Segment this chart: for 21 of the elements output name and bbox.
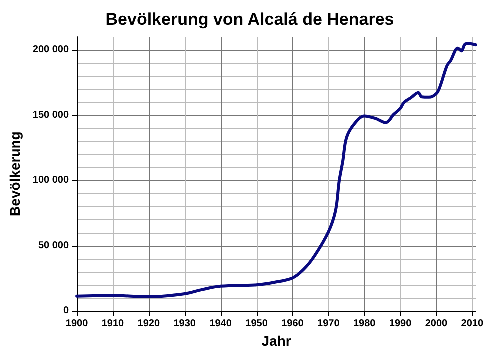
x-tick-label: 1940: [210, 318, 232, 330]
x-tick-label: 1990: [389, 318, 412, 330]
x-tick-label: 1970: [318, 318, 340, 330]
y-tick-label: 100 000: [32, 175, 70, 186]
y-tick-label: 0: [63, 306, 70, 317]
x-tick-label: 2010: [461, 318, 484, 330]
y-axis-title: Bevölkerung: [7, 132, 23, 216]
line-series: [76, 42, 478, 299]
chart-title: Bevölkerung von Alcalá de Henares: [106, 10, 394, 29]
x-tick-label: 1980: [353, 318, 376, 330]
x-tick-label: 1900: [66, 318, 89, 330]
x-tick-label: 2000: [425, 318, 448, 330]
x-tick-label: 1930: [174, 318, 196, 330]
x-tick-label: 1910: [102, 318, 125, 330]
x-tick-label: 1920: [138, 318, 160, 330]
y-tick-label: 200 000: [32, 44, 70, 56]
x-tick-label: 1960: [282, 318, 304, 330]
x-axis-title: Jahr: [262, 333, 292, 349]
y-tick-label: 150 000: [32, 110, 70, 121]
y-tick-label: 50 000: [38, 240, 70, 252]
x-tick-label: 1950: [246, 318, 268, 330]
